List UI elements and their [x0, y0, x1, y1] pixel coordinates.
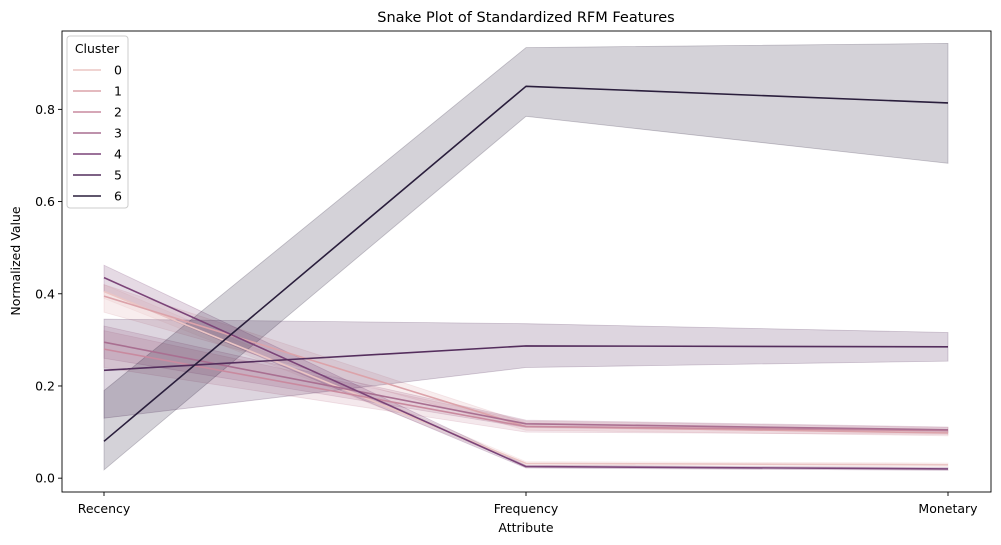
x-axis-label: Attribute — [498, 520, 554, 535]
legend-label: 1 — [114, 84, 122, 99]
legend-label: 5 — [114, 168, 122, 183]
series-line-cluster-2 — [103, 348, 949, 432]
y-axis-label: Normalized Value — [8, 206, 23, 315]
series-line-cluster-4 — [103, 276, 949, 470]
legend-label: 4 — [114, 147, 122, 162]
x-tick-label: Monetary — [918, 501, 978, 516]
legend-title: Cluster — [75, 41, 120, 56]
y-tick-label: 0.8 — [35, 102, 55, 117]
confidence-band-cluster-6 — [103, 42, 949, 471]
y-tick-label: 0.6 — [35, 194, 55, 209]
confidence-band-cluster-0 — [103, 283, 949, 468]
chart-title: Snake Plot of Standardized RFM Features — [377, 10, 674, 26]
confidence-bands — [103, 42, 949, 471]
legend: Cluster 0 1 2 3 4 5 6 — [66, 35, 129, 209]
x-tick-label: Frequency — [494, 501, 559, 516]
series-lines — [103, 85, 949, 470]
plot-frame — [61, 30, 992, 493]
legend-label: 6 — [114, 189, 122, 204]
confidence-band-cluster-1 — [103, 284, 949, 437]
y-tick-label: 0.0 — [35, 471, 55, 486]
confidence-band-cluster-2 — [103, 330, 949, 435]
series-line-cluster-0 — [103, 290, 949, 466]
series-line-cluster-3 — [103, 341, 949, 431]
series-line-cluster-6 — [103, 85, 949, 442]
x-tick-label: Recency — [78, 501, 131, 516]
legend-label: 2 — [114, 105, 122, 120]
y-tick-label: 0.4 — [35, 286, 55, 301]
legend-label: 0 — [114, 63, 122, 78]
confidence-band-cluster-5 — [103, 318, 949, 419]
x-axis-ticks: Recency Frequency Monetary — [78, 492, 978, 516]
series-line-cluster-5 — [103, 345, 949, 372]
y-axis-ticks: 0.0 0.2 0.4 0.6 0.8 — [35, 102, 62, 486]
legend-label: 3 — [114, 126, 122, 141]
y-tick-label: 0.2 — [35, 378, 55, 393]
legend-box — [66, 35, 129, 209]
